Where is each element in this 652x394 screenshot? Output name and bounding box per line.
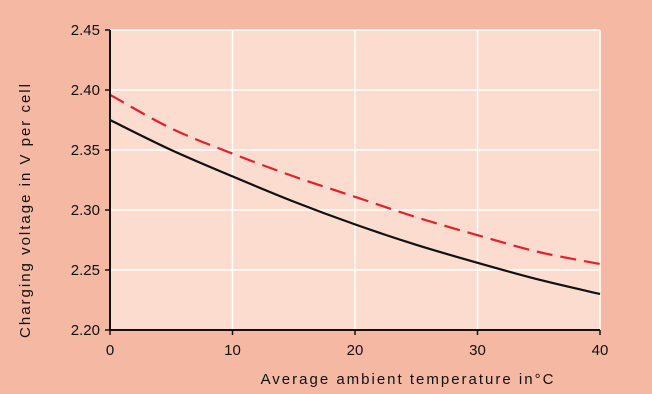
y-tick-label: 2.45: [71, 22, 100, 39]
x-tick-label: 20: [347, 342, 364, 359]
series-group: [109, 93, 601, 296]
y-axis-label: Charging voltage in V per cell: [17, 82, 34, 338]
x-axis-label: Average ambient temperature in°C: [261, 371, 556, 388]
grid-lines: [110, 29, 601, 330]
y-tick-label: 2.40: [71, 82, 100, 99]
x-tick-label: 10: [224, 342, 241, 359]
axes: [105, 29, 601, 335]
y-tick-label: 2.35: [71, 142, 100, 159]
y-tick-label: 2.20: [71, 322, 100, 339]
x-tick-label: 30: [469, 342, 486, 359]
series-line-dashed: [109, 93, 601, 266]
x-tick-label: 0: [106, 342, 114, 359]
x-tick-label: 40: [592, 342, 609, 359]
series-line-solid: [109, 119, 601, 296]
y-tick-labels: 2.20 2.25 2.30 2.35 2.40 2.45: [71, 22, 100, 339]
x-tick-labels: 0 10 20 30 40: [106, 342, 609, 359]
y-tick-label: 2.30: [71, 202, 100, 219]
y-tick-label: 2.25: [71, 262, 100, 279]
